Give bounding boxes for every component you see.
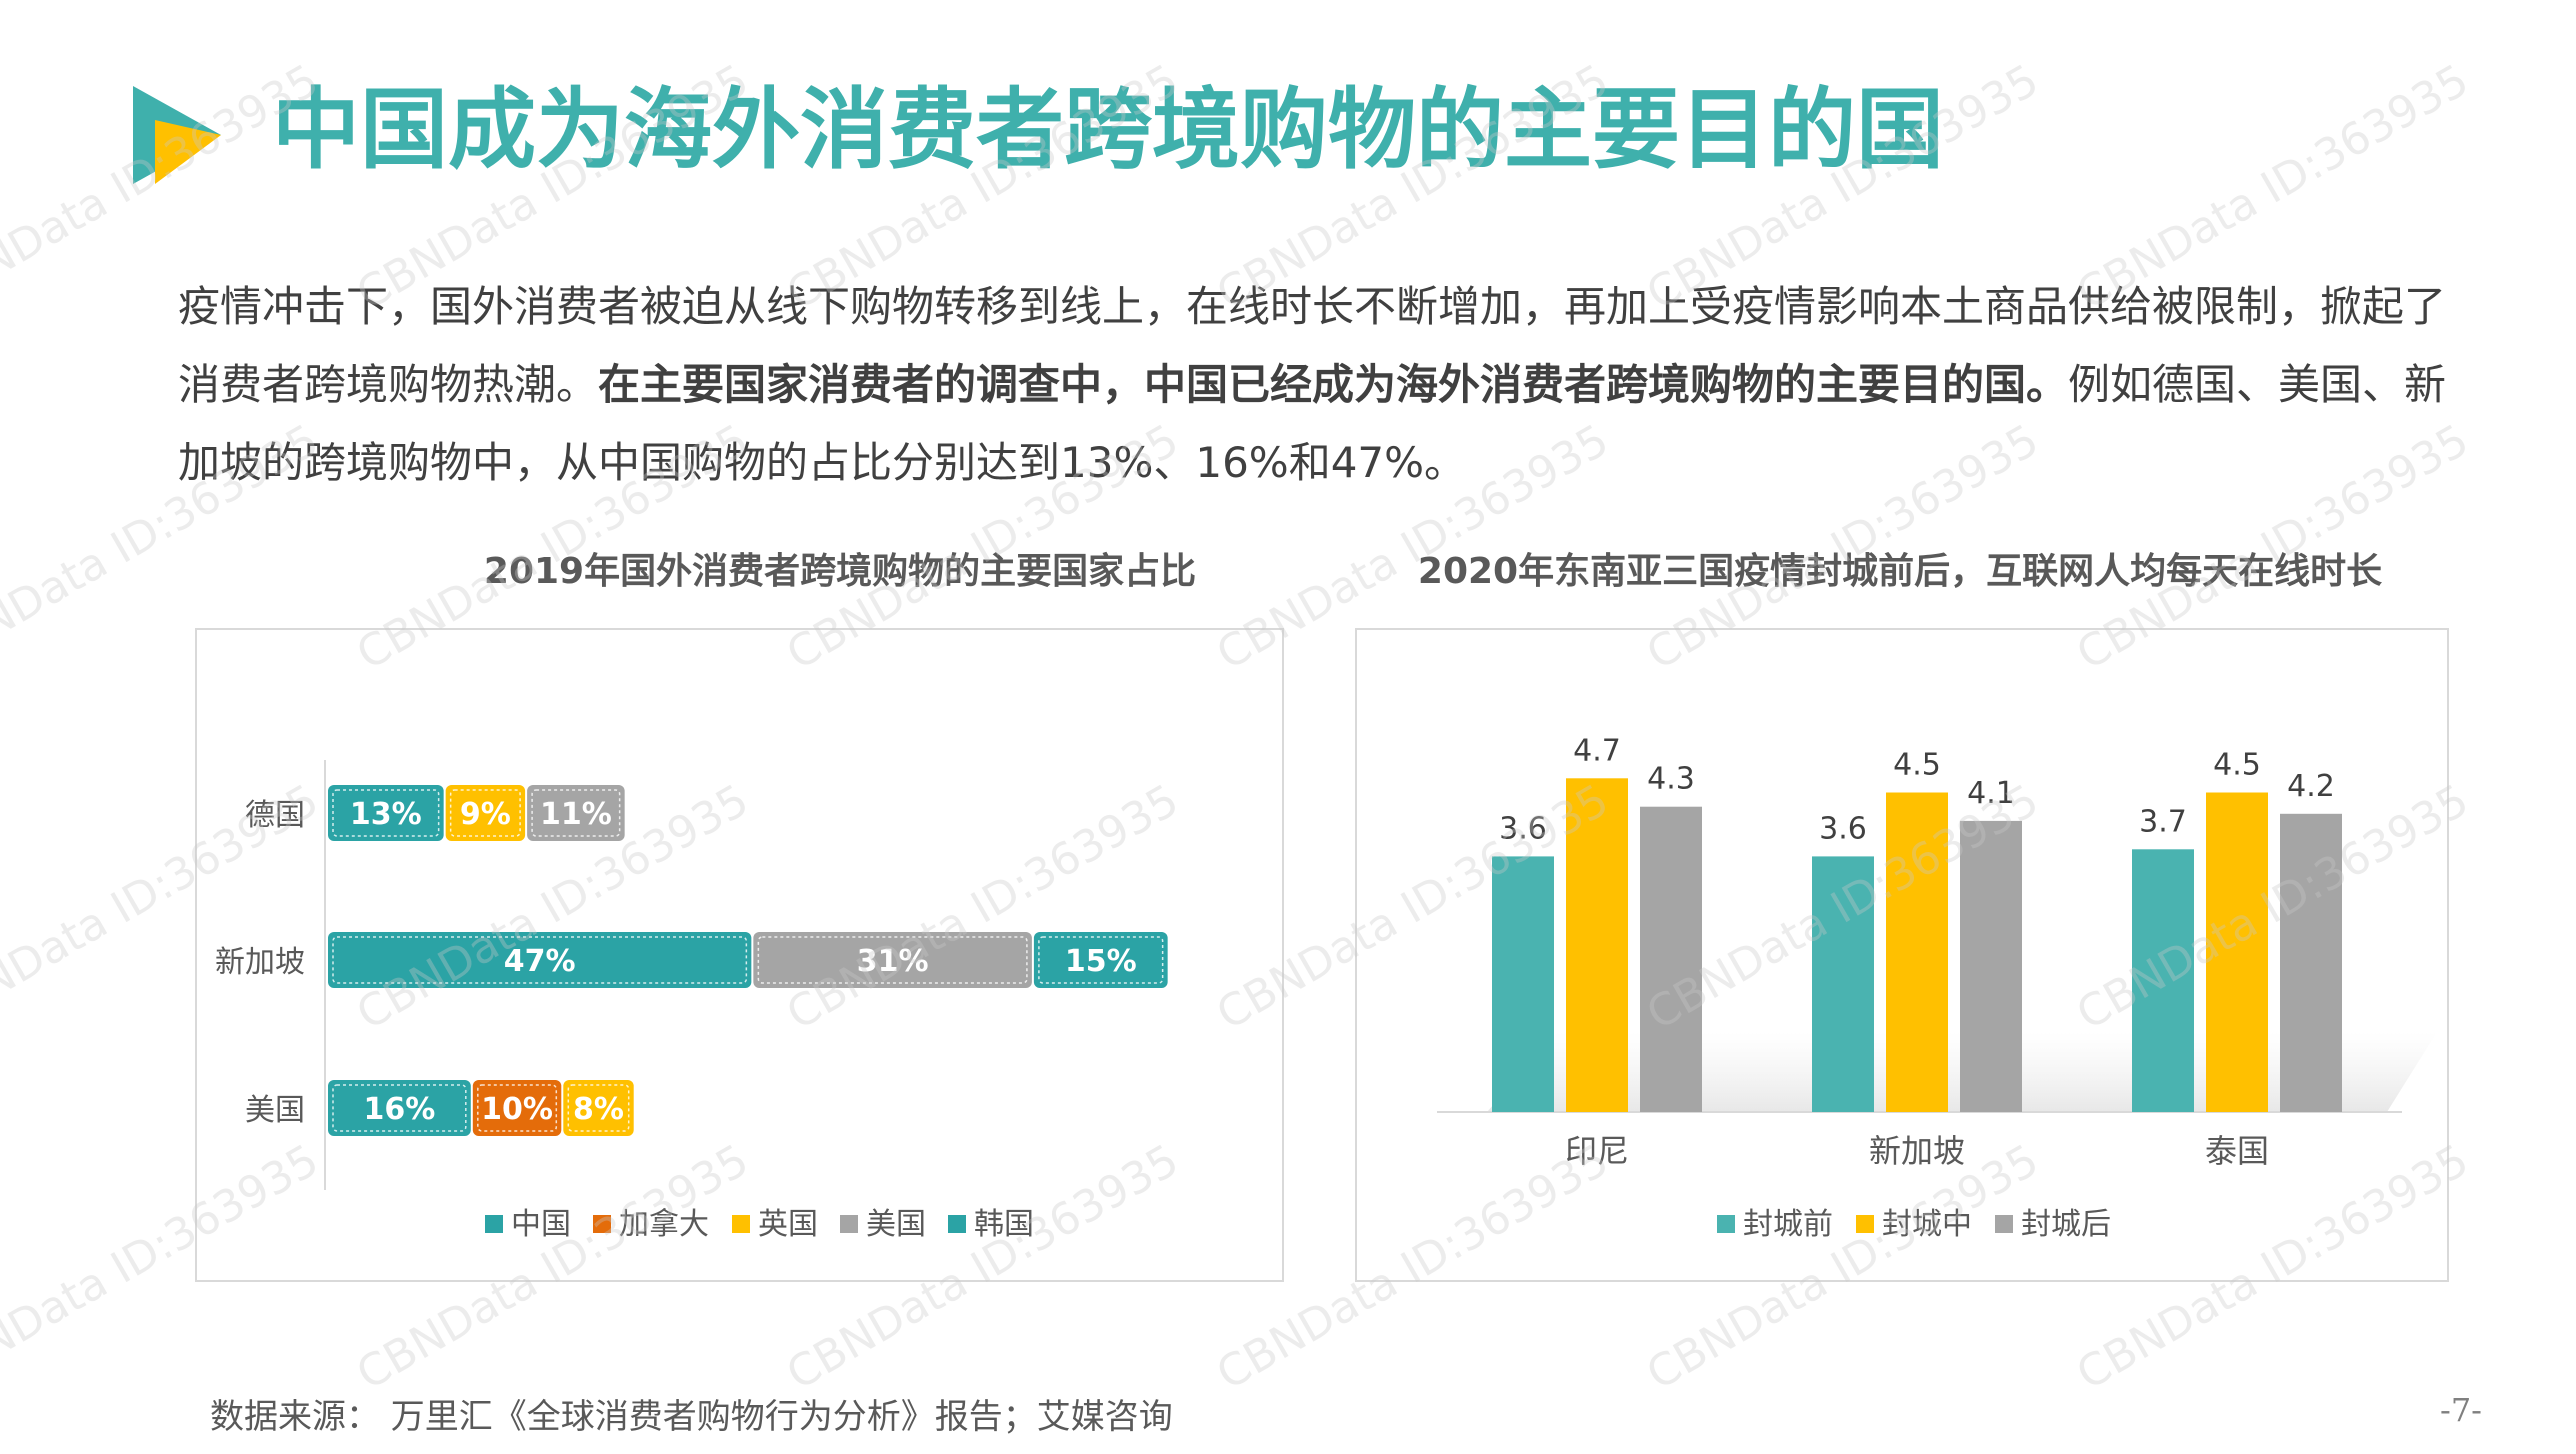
chart2-bar [1886, 792, 1948, 1112]
chart1-data-label: 10% [481, 1092, 553, 1127]
chart2-data-label: 4.7 [1573, 733, 1621, 768]
chart2-legend-label: 封城前 [1743, 1207, 1833, 1242]
chart1-bar [328, 932, 752, 988]
chart2-bar [1640, 806, 1702, 1112]
chart2-legend-swatch [1856, 1215, 1874, 1233]
chart1-bar [563, 1080, 634, 1136]
intro-text-bold: 在主要国家消费者的调查中，中国已经成为海外消费者跨境购物的主要目的国。 [598, 360, 2069, 409]
chart2-category-label: 新加坡 [1869, 1132, 1965, 1170]
chart1-bar [328, 785, 444, 841]
chart1-legend-swatch [840, 1215, 858, 1233]
chart2-bar [1960, 820, 2022, 1112]
chart1-legend-item: 美国 [840, 1207, 926, 1242]
chart1-data-label: 13% [350, 797, 422, 832]
chart1-data-label: 11% [540, 797, 612, 832]
chart2-data-label: 4.3 [1647, 762, 1695, 797]
chart2-bar [1566, 778, 1628, 1112]
chart1-bar-segment: 31% [753, 932, 1032, 988]
intro-paragraph: 疫情冲击下，国外消费者被迫从线下购物转移到线上，在线时长不断增加，再加上受疫情影… [178, 268, 2448, 502]
chart2-legend-item: 封城后 [1995, 1207, 2111, 1242]
chart1-category-label: 新加坡 [215, 945, 305, 980]
chart1-legend-item: 中国 [485, 1207, 571, 1242]
chart1-title: 2019年国外消费者跨境购物的主要国家占比 [483, 551, 1197, 592]
chart1-data-label: 8% [573, 1092, 624, 1127]
chart2-title: 2020年东南亚三国疫情封城前后，互联网人均每天在线时长 [1417, 551, 2383, 592]
chart1-legend-label: 英国 [758, 1207, 818, 1242]
chart1-legend-swatch [732, 1215, 750, 1233]
chart1-bar [328, 1080, 471, 1136]
chart1-bar [445, 785, 526, 841]
chart1-bar-segment: 10% [472, 1080, 562, 1136]
chart2-bar [2132, 849, 2194, 1112]
chart2-bar [2280, 813, 2342, 1112]
chart1-bar-segment: 8% [563, 1080, 634, 1136]
chart1-bar-segment: 15% [1033, 932, 1168, 988]
chart1-bar-segment: 47% [328, 932, 752, 988]
chart1-legend-swatch [485, 1215, 503, 1233]
chart1-bar [1033, 932, 1168, 988]
chart1-bar-segment: 9% [445, 785, 526, 841]
chart1-legend-item: 加拿大 [593, 1207, 709, 1242]
chart2-category-label: 泰国 [2205, 1132, 2269, 1170]
chart1-legend-item: 韩国 [948, 1207, 1034, 1242]
chart1-data-label: 9% [460, 797, 511, 832]
chart2-data-label: 4.2 [2287, 769, 2335, 804]
chart1-svg: 德国 13% 9% 11% 新加坡 47% 31% 15% 美国 16% 10% 8% 中国 加拿大 英国 美… [215, 760, 1168, 1242]
chart2-legend-label: 封城后 [2021, 1207, 2111, 1242]
play-logo-icon [133, 86, 221, 184]
chart1-data-label: 15% [1065, 944, 1137, 979]
chart1-bar [472, 1080, 562, 1136]
intro-text-2: 例如德国、美国、新加坡的跨境购物中，从中国购物的占比分别达到13%、16%和47… [178, 360, 2447, 487]
chart1-bar-segment: 11% [527, 785, 625, 841]
chart2-legend-item: 封城前 [1717, 1207, 1833, 1242]
chart1-bar-segment: 16% [328, 1080, 471, 1136]
chart2-legend-swatch [1717, 1215, 1735, 1233]
chart1-bar [753, 932, 1032, 988]
chart2-data-label: 4.5 [2213, 748, 2261, 783]
chart1-category-label: 德国 [245, 798, 305, 833]
chart2-legend-swatch [1995, 1215, 2013, 1233]
chart2-data-label: 4.1 [1967, 776, 2015, 811]
chart2-data-label: 3.6 [1819, 811, 1867, 846]
source-note: 数据来源： 万里汇《全球消费者购物行为分析》报告；艾媒咨询 [210, 1397, 1173, 1437]
intro-text-1: 疫情冲击下，国外消费者被迫从线下购物转移到线上，在线时长不断增加，再加上受疫情影… [178, 282, 2447, 409]
chart2-panel: 3.6 4.7 4.3 印尼 3.6 4.5 4.1 新加坡 3.7 4.5 4.2 泰国封城前 封城中… [1355, 628, 2449, 1282]
chart1-legend-label: 中国 [511, 1207, 571, 1242]
chart1-data-label: 31% [857, 944, 929, 979]
chart2-bar [2206, 792, 2268, 1112]
chart2-bar [1812, 856, 1874, 1112]
chart1-category-label: 美国 [245, 1093, 305, 1128]
chart2-data-label: 4.5 [1893, 748, 1941, 783]
chart1-legend-item: 英国 [732, 1207, 818, 1242]
page-number: -7- [2440, 1391, 2482, 1429]
chart2-data-label: 3.7 [2139, 804, 2187, 839]
chart1-panel: 德国 13% 9% 11% 新加坡 47% 31% 15% 美国 16% 10% 8% 中国 加拿大 英国 美… [195, 628, 1284, 1282]
chart2-legend-item: 封城中 [1856, 1207, 1972, 1242]
chart1-legend-swatch [948, 1215, 966, 1233]
chart1-bar [527, 785, 625, 841]
chart1-legend-label: 韩国 [974, 1207, 1034, 1242]
chart2-data-label: 3.6 [1499, 811, 1547, 846]
chart1-data-label: 16% [363, 1092, 435, 1127]
chart1-legend-swatch [593, 1215, 611, 1233]
chart2-category-label: 印尼 [1565, 1132, 1629, 1170]
chart1-legend-label: 加拿大 [619, 1207, 709, 1242]
chart1-bar-segment: 13% [328, 785, 444, 841]
chart2-legend-label: 封城中 [1882, 1207, 1972, 1242]
chart1-legend-label: 美国 [866, 1207, 926, 1242]
chart2-bar [1492, 856, 1554, 1112]
chart1-data-label: 47% [504, 944, 576, 979]
page-title: 中国成为海外消费者跨境购物的主要目的国 [272, 78, 1945, 181]
